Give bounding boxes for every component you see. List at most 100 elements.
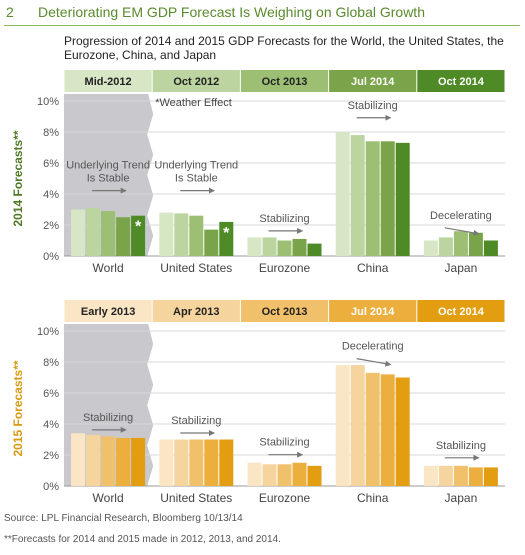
bar-united-states-oct-2013	[189, 439, 204, 486]
date-band-early-2013	[64, 300, 152, 322]
bar-world-jul-2014	[116, 437, 131, 486]
bar-japan-early-2013	[423, 465, 438, 486]
annotation-united-states-line-0: Stabilizing	[171, 415, 221, 427]
date-band-label-oct-2013: Oct 2013	[262, 76, 308, 88]
bar-japan-mid-2012	[423, 240, 438, 256]
bar-japan-oct-2014	[483, 240, 498, 256]
date-band-label-apr-2013: Apr 2013	[173, 306, 219, 318]
bar-united-states-oct-2013	[189, 215, 204, 256]
y-tick-label-1-3: 6%	[43, 158, 59, 170]
bar-eurozone-oct-2012	[262, 237, 277, 256]
bar-world-oct-2013	[101, 436, 116, 486]
date-band-label-jul-2014: Jul 2014	[351, 76, 395, 88]
figure-title: Deteriorating EM GDP Forecast Is Weighin…	[38, 4, 425, 20]
bar-eurozone-mid-2012	[247, 237, 262, 256]
figure-number: 2	[6, 4, 14, 20]
bar-japan-jul-2014	[468, 232, 483, 256]
bar-eurozone-jul-2014	[292, 238, 307, 256]
bar-united-states-mid-2012	[159, 212, 174, 256]
bar-china-oct-2012	[350, 135, 365, 256]
category-label-world: World	[93, 261, 124, 275]
bar-china-oct-2013	[365, 141, 380, 256]
bar-japan-oct-2013	[453, 465, 468, 486]
y-tick-label-1-4: 8%	[43, 127, 59, 139]
date-band-label-oct-2014: Oct 2014	[438, 76, 485, 88]
y-tick-label-2-5: 10%	[37, 326, 59, 338]
source-note: Source: LPL Financial Research, Bloomber…	[4, 513, 243, 524]
category-label-eurozone: Eurozone	[259, 491, 311, 505]
y-tick-label-2-3: 6%	[43, 388, 59, 400]
y-axis-label-1: 2014 Forecasts**	[11, 130, 25, 226]
annotation-japan-line-0: Decelerating	[430, 210, 492, 222]
date-band-oct-2013	[240, 300, 329, 322]
annotation-world-line-0: Stabilizing	[83, 412, 133, 424]
date-band-label-mid-2012: Mid-2012	[85, 76, 132, 88]
bar-world-oct-2014	[131, 437, 146, 486]
bar-japan-jul-2014	[468, 467, 483, 486]
forecast-charts: Mid-2012 Oct 2012 Oct 2013 Jul 2014 Oct 2014…	[11, 70, 505, 505]
weather-effect-note: *Weather Effect	[155, 97, 232, 109]
bar-japan-apr-2013	[438, 465, 453, 486]
bar-united-states-oct-2014	[219, 221, 234, 256]
date-band-oct-2013	[240, 70, 329, 92]
y-tick-label-1-1: 2%	[43, 220, 59, 232]
bar-eurozone-jul-2014	[292, 462, 307, 486]
date-band-oct-2014	[417, 70, 505, 92]
chart-subtitle: Progression of 2014 and 2015 GDP Forecas…	[64, 34, 504, 62]
date-band-label-oct-2014: Oct 2014	[438, 306, 485, 318]
bar-eurozone-oct-2014	[307, 243, 322, 256]
bar-eurozone-oct-2013	[277, 240, 292, 256]
annotation-arrow-china	[356, 358, 392, 367]
bar-united-states-oct-2014	[219, 439, 234, 486]
annotation-china-line-0: Stabilizing	[348, 100, 398, 112]
bar-japan-oct-2013	[453, 231, 468, 256]
category-label-china: China	[357, 261, 389, 275]
bar-united-states-early-2013	[159, 439, 174, 486]
date-band-label-jul-2014: Jul 2014	[351, 306, 395, 318]
bar-china-oct-2014	[395, 142, 410, 256]
y-tick-label-2-2: 4%	[43, 419, 59, 431]
y-tick-label-2-0: 0%	[43, 481, 59, 493]
bar-japan-oct-2014	[483, 467, 498, 486]
footnote: **Forecasts for 2014 and 2015 made in 20…	[4, 534, 281, 545]
annotation-united-states-line-0: Underlying Trend	[154, 160, 238, 172]
bar-china-jul-2014	[380, 141, 395, 256]
bar-world-oct-2013	[101, 211, 116, 256]
date-band-label-early-2013: Early 2013	[81, 306, 135, 318]
bar-world-oct-2012	[86, 207, 101, 256]
bar-china-mid-2012	[335, 132, 350, 256]
bar-united-states-oct-2012	[174, 213, 189, 256]
category-label-world: World	[93, 491, 124, 505]
bar-eurozone-apr-2013	[262, 464, 277, 486]
date-band-jul-2014	[329, 300, 417, 322]
annotation-china-line-0: Decelerating	[342, 341, 404, 353]
bar-china-oct-2013	[365, 372, 380, 486]
bar-world-oct-2014	[131, 215, 146, 256]
date-band-oct-2012	[152, 70, 240, 92]
asterisk-marker-united-states: *	[223, 225, 230, 242]
category-label-japan: Japan	[445, 491, 478, 505]
category-label-united-states: United States	[160, 491, 232, 505]
bar-japan-oct-2012	[438, 237, 453, 256]
annotation-arrow-japan	[444, 227, 480, 236]
date-band-label-oct-2013: Oct 2013	[262, 306, 308, 318]
bar-china-oct-2014	[395, 377, 410, 486]
annotation-japan-line-0: Stabilizing	[436, 440, 486, 452]
category-label-eurozone: Eurozone	[259, 261, 311, 275]
header-rule	[4, 25, 520, 26]
y-tick-label-2-1: 2%	[43, 450, 59, 462]
bar-china-apr-2013	[350, 365, 365, 486]
bar-china-early-2013	[335, 365, 350, 486]
category-label-united-states: United States	[160, 261, 232, 275]
date-band-jul-2014	[329, 70, 417, 92]
date-band-apr-2013	[152, 300, 240, 322]
date-band-mid-2012	[64, 70, 152, 92]
date-band-oct-2014	[417, 300, 505, 322]
bar-eurozone-oct-2014	[307, 465, 322, 486]
y-axis-label-2: 2015 Forecasts**	[11, 360, 25, 456]
bar-eurozone-early-2013	[247, 462, 262, 486]
annotation-world-line-0: Underlying Trend	[66, 160, 150, 172]
y-tick-label-2-4: 8%	[43, 357, 59, 369]
category-label-china: China	[357, 491, 389, 505]
bar-world-jul-2014	[116, 217, 131, 256]
